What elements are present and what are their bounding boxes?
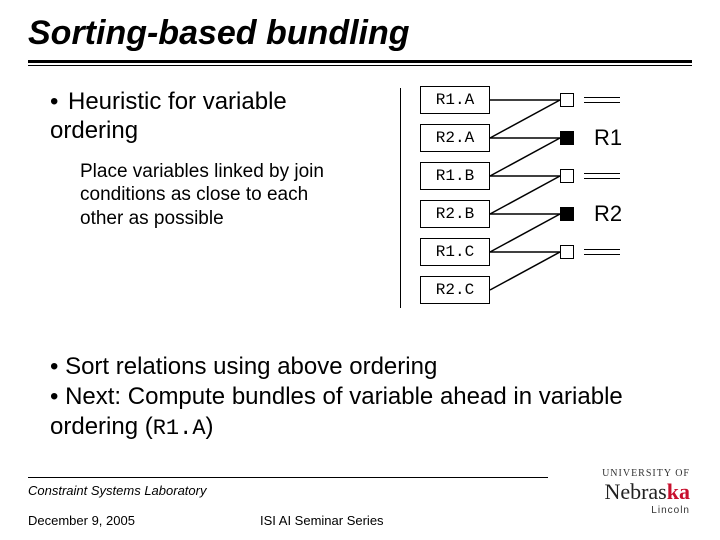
bullet-sort-text: Sort relations using above ordering: [65, 353, 437, 380]
symbol-row: [560, 238, 700, 266]
logo-top-text: UNIVERSITY OF: [602, 468, 690, 479]
var-box: R2.C: [420, 276, 490, 304]
empty-square-icon: [560, 93, 574, 107]
footer-center: ISI AI Seminar Series: [260, 513, 384, 528]
bullet-next: • Next: Compute bundles of variable ahea…: [50, 382, 690, 443]
bullet-heuristic: •Heuristic for variable ordering: [50, 88, 350, 146]
logo-lincoln: Lincoln: [602, 505, 690, 516]
logo-main: Nebraska: [602, 479, 690, 505]
var-box: R2.A: [420, 124, 490, 152]
bullet-dot-icon: •: [50, 353, 65, 380]
r1-label: R1: [594, 125, 622, 151]
r2-label: R2: [594, 201, 622, 227]
filled-square-icon: [560, 131, 574, 145]
var-box: R1.A: [420, 86, 490, 114]
footer-lab: Constraint Systems Laboratory: [28, 483, 206, 498]
lower-bullets: • Sort relations using above ordering • …: [50, 352, 690, 443]
bullet-sub-text: Place variables linked by join condition…: [80, 160, 350, 231]
equals-icon: [584, 249, 620, 255]
filled-square-icon: [560, 207, 574, 221]
logo-main-pre: Nebras: [604, 479, 666, 504]
symbol-row: [560, 86, 700, 114]
bullet-sort: • Sort relations using above ordering: [50, 352, 690, 382]
bullet-dot-icon: •: [50, 88, 68, 117]
right-symbol-column: R1 R2: [560, 86, 700, 276]
title-underline: [28, 60, 692, 66]
university-logo: UNIVERSITY OF Nebraska Lincoln: [602, 468, 690, 516]
slide-root: Sorting-based bundling •Heuristic for va…: [0, 0, 720, 540]
var-box: R1.B: [420, 162, 490, 190]
bullet-next-text: Next: Compute bundles of variable ahead …: [50, 383, 623, 440]
footer-date: December 9, 2005: [28, 513, 135, 528]
left-text-block: •Heuristic for variable ordering Place v…: [50, 88, 350, 231]
symbol-row: [560, 162, 700, 190]
vertical-axis-line: [400, 88, 401, 308]
logo-main-red: ka: [667, 479, 690, 504]
empty-square-icon: [560, 169, 574, 183]
variable-stack: R1.A R2.A R1.B R2.B R1.C R2.C: [420, 86, 490, 314]
equals-icon: [584, 173, 620, 179]
slide-title: Sorting-based bundling: [28, 14, 410, 53]
bullet-dot-icon: •: [50, 383, 65, 410]
variable-diagram: R1.A R2.A R1.B R2.B R1.C R2.C: [380, 86, 700, 336]
code-r1a: R1.A: [153, 416, 206, 441]
var-box: R2.B: [420, 200, 490, 228]
symbol-row: R1: [560, 124, 700, 152]
bullet-heuristic-text: Heuristic for variable ordering: [50, 88, 287, 144]
equals-icon: [584, 97, 620, 103]
var-box: R1.C: [420, 238, 490, 266]
symbol-row: R2: [560, 200, 700, 228]
bullet-next-tail: ): [206, 413, 214, 440]
footer-rule: [28, 477, 548, 478]
empty-square-icon: [560, 245, 574, 259]
